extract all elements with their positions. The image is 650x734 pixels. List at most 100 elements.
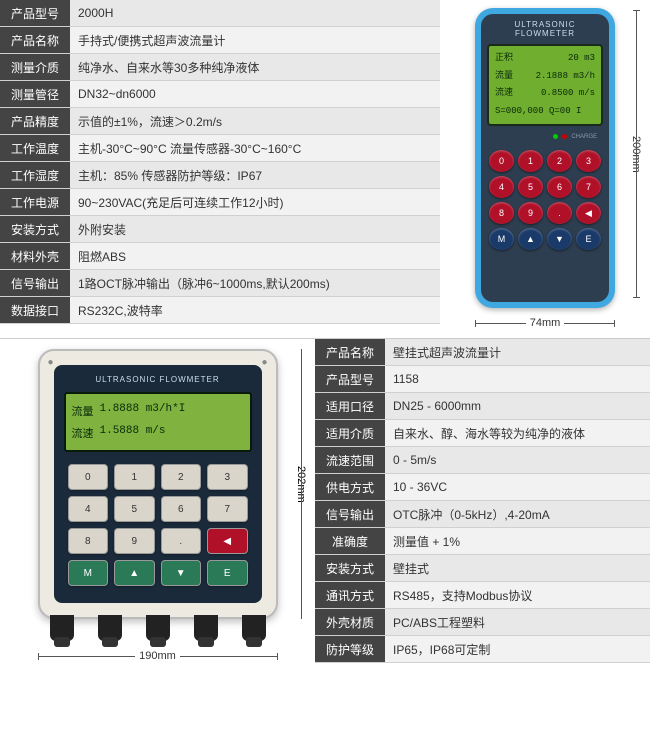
screen-line: S=000,000 Q=00 I [495,105,581,118]
keypad-key[interactable]: 2 [161,464,202,490]
keypad-key[interactable]: . [161,528,202,554]
spec-row: 通讯方式RS485，支持Modbus协议 [315,582,650,609]
keypad-key[interactable]: ▼ [547,228,572,250]
keypad-key[interactable]: 7 [207,496,248,522]
keypad-key[interactable]: 4 [68,496,109,522]
keypad-key[interactable]: 8 [489,202,514,224]
keypad-key[interactable]: E [207,560,248,586]
dimension-height: 200mm [624,10,648,298]
dimension-width-value: 74mm [526,317,565,329]
spec-label: 数据接口 [0,297,70,323]
spec-label: 适用口径 [315,393,385,419]
spec-label: 信号输出 [315,501,385,527]
handheld-keypad: 0123 4567 89.◀ M▲▼E [487,148,603,296]
spec-row: 安装方式外附安装 [0,216,440,243]
led-indicator-row: CHARGE [487,132,603,142]
screen-value: 0.8500 m/s [541,87,595,100]
keypad-key[interactable]: ◀ [207,528,248,554]
spec-row: 产品型号1158 [315,366,650,393]
keypad-key[interactable]: 6 [161,496,202,522]
screen-label: 流速 [495,87,513,100]
cable-gland-icon [242,615,266,641]
spec-label: 测量管径 [0,81,70,107]
spec-value: 手持式/便携式超声波流量计 [70,27,440,53]
spec-value: 外附安装 [70,216,440,242]
spec-row: 测量介质纯净水、自来水等30多种纯净液体 [0,54,440,81]
spec-label: 工作湿度 [0,162,70,188]
spec-value: 1158 [385,366,650,392]
spec-label: 外壳材质 [315,609,385,635]
spec-value: 壁挂式超声波流量计 [385,339,650,365]
spec-value: PC/ABS工程塑料 [385,609,650,635]
bottom-spec-table: 产品名称壁挂式超声波流量计产品型号1158适用口径DN25 - 6000mm适用… [315,339,650,671]
product-spec-page: 产品型号2000H产品名称手持式/便携式超声波流量计测量介质纯净水、自来水等30… [0,0,650,671]
spec-row: 信号输出OTC脉冲（0-5kHz）,4-20mA [315,501,650,528]
keypad-key[interactable]: 6 [547,176,572,198]
spec-row: 信号输出1路OCT脉冲输出（脉冲6~1000ms,默认200ms) [0,270,440,297]
spec-label: 产品精度 [0,108,70,134]
spec-row: 产品型号2000H [0,0,440,27]
keypad-key[interactable]: 9 [114,528,155,554]
keypad-key[interactable]: E [576,228,601,250]
keypad-key[interactable]: 4 [489,176,514,198]
keypad-key[interactable]: ▼ [161,560,202,586]
dimension-width: 190mm [38,645,278,667]
keypad-key[interactable]: 7 [576,176,601,198]
wallmount-screen: 流量1.8888 m3/h*I 流速1.5888 m/s [64,392,252,452]
spec-value: 1路OCT脉冲输出（脉冲6~1000ms,默认200ms) [70,270,440,296]
spec-label: 产品型号 [315,366,385,392]
spec-label: 产品型号 [0,0,70,26]
spec-label: 材料外壳 [0,243,70,269]
spec-label: 工作电源 [0,189,70,215]
spec-row: 适用介质自来水、醇、海水等较为纯净的液体 [315,420,650,447]
keypad-key[interactable]: 5 [114,496,155,522]
keypad-key[interactable]: ▲ [518,228,543,250]
keypad-key[interactable]: M [489,228,514,250]
keypad-key[interactable]: 8 [68,528,109,554]
power-led-icon [553,134,558,139]
spec-label: 流速范围 [315,447,385,473]
cable-gland-icon [98,615,122,641]
spec-label: 工作温度 [0,135,70,161]
screen-label: 流量 [495,70,513,83]
spec-value: 纯净水、自来水等30多种纯净液体 [70,54,440,80]
charge-label: CHARGE [571,134,597,140]
spec-label: 供电方式 [315,474,385,500]
spec-row: 产品名称壁挂式超声波流量计 [315,339,650,366]
keypad-key[interactable]: ▲ [114,560,155,586]
spec-row: 产品名称手持式/便携式超声波流量计 [0,27,440,54]
bottom-section: ULTRASONIC FLOWMETER 流量1.8888 m3/h*I 流速1… [0,339,650,671]
keypad-key[interactable]: 2 [547,150,572,172]
keypad-key[interactable]: 1 [114,464,155,490]
screen-label: 流量 [72,403,94,419]
keypad-key[interactable]: 1 [518,150,543,172]
spec-row: 工作湿度主机：85% 传感器防护等级：IP67 [0,162,440,189]
spec-row: 数据接口RS232C,波特率 [0,297,440,324]
spec-label: 准确度 [315,528,385,554]
spec-label: 产品名称 [315,339,385,365]
spec-row: 防护等级IP65，IP68可定制 [315,636,650,663]
keypad-key[interactable]: ◀ [576,202,601,224]
handheld-screen: 正积 20 m3 流量 2.1888 m3/h 流速 0.8500 m/s S=000… [487,44,603,126]
screen-value: 2.1888 m3/h [536,70,595,83]
wallmount-device: ULTRASONIC FLOWMETER 流量1.8888 m3/h*I 流速1… [38,349,278,619]
keypad-key[interactable]: . [547,202,572,224]
keypad-key[interactable]: 0 [489,150,514,172]
spec-value: 阻燃ABS [70,243,440,269]
keypad-key[interactable]: 0 [68,464,109,490]
keypad-key[interactable]: 3 [576,150,601,172]
screen-value: 20 m3 [568,52,595,65]
spec-row: 流速范围0 - 5m/s [315,447,650,474]
keypad-key[interactable]: 5 [518,176,543,198]
screen-label: 正积 [495,52,513,65]
spec-label: 适用介质 [315,420,385,446]
spec-value: 2000H [70,0,440,26]
spec-label: 安装方式 [315,555,385,581]
top-section: 产品型号2000H产品名称手持式/便携式超声波流量计测量介质纯净水、自来水等30… [0,0,650,339]
keypad-key[interactable]: 9 [518,202,543,224]
spec-label: 安装方式 [0,216,70,242]
spec-value: RS232C,波特率 [70,297,440,323]
keypad-key[interactable]: M [68,560,109,586]
keypad-key[interactable]: 3 [207,464,248,490]
wallmount-keypad: 0123 4567 89.◀ M▲▼E [64,460,252,593]
